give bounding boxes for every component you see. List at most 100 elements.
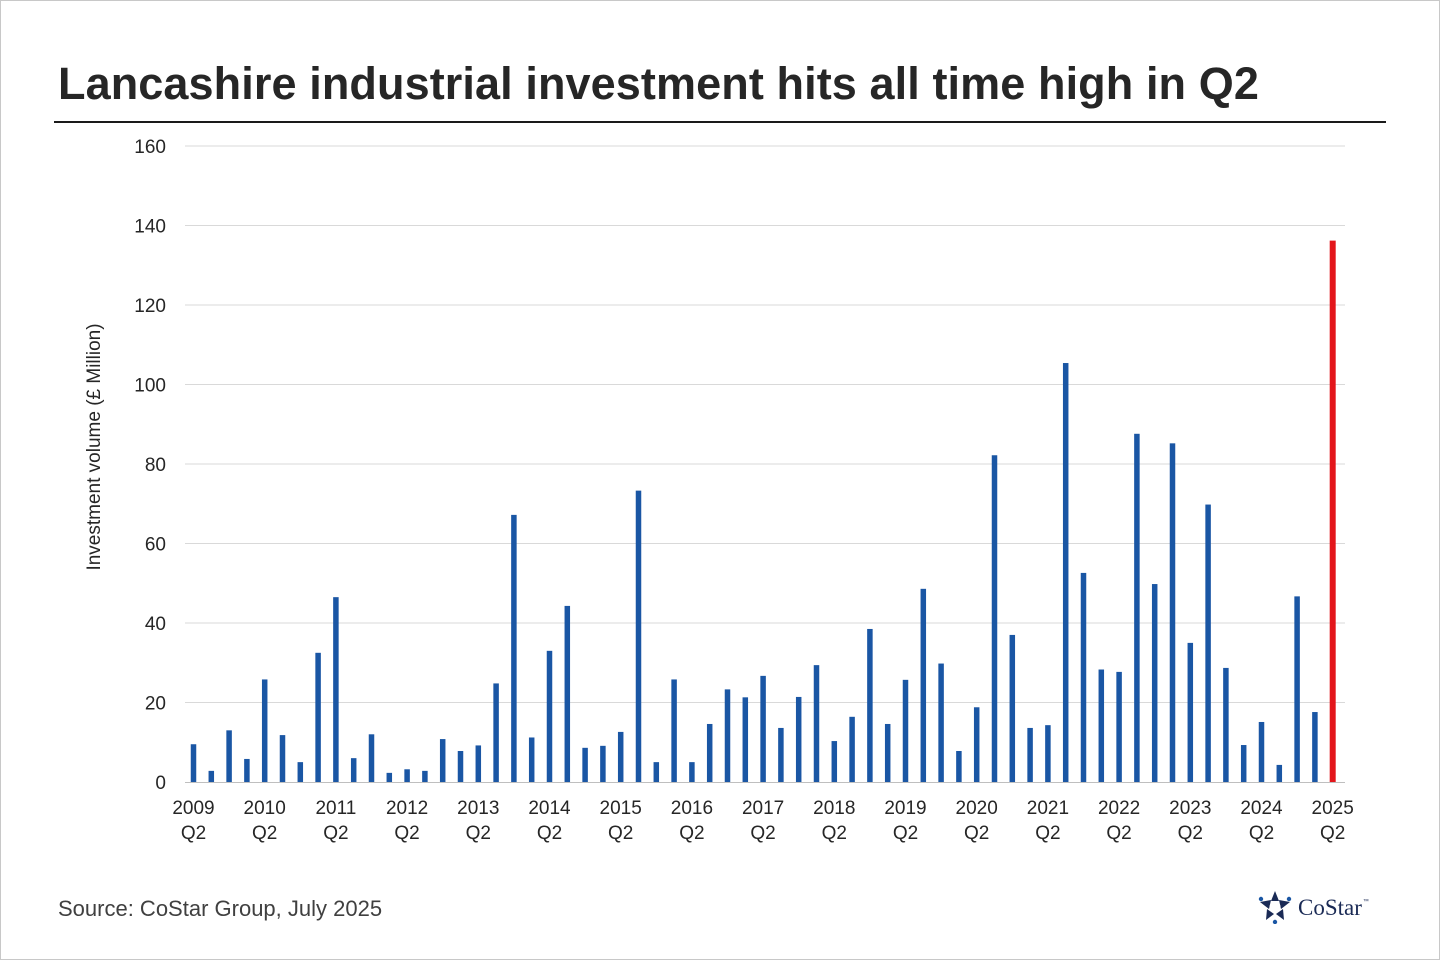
bar (528, 737, 535, 782)
costar-logo: CoStar ™ (1258, 890, 1369, 924)
bar (778, 727, 784, 782)
bar (1080, 572, 1087, 782)
x-tick-year: 2021 (1027, 798, 1069, 819)
x-tick-quarter: Q2 (394, 823, 419, 844)
bar (404, 769, 410, 782)
bar (867, 628, 873, 782)
bar (973, 707, 980, 782)
x-tick-label: 2013 Q2 (457, 798, 499, 844)
bar (1312, 712, 1318, 782)
bar (279, 735, 286, 782)
bar (261, 679, 268, 782)
x-tick-year: 2011 (315, 798, 356, 819)
x-tick-label: 2020 Q2 (956, 798, 998, 844)
bar (1205, 504, 1211, 782)
bar (1151, 584, 1158, 782)
x-tick-quarter: Q2 (181, 823, 206, 844)
bar (1134, 433, 1140, 782)
y-tick-label: 140 (134, 217, 166, 238)
x-tick-quarter: Q2 (466, 823, 491, 844)
bar (760, 675, 766, 782)
bar (1009, 634, 1016, 782)
bar (831, 741, 838, 782)
bar (617, 731, 624, 782)
bar (1276, 764, 1283, 782)
x-tick-year: 2024 (1240, 798, 1283, 819)
y-tick-label: 40 (145, 614, 166, 635)
bar (1116, 671, 1122, 782)
bar (1169, 443, 1176, 782)
x-tick-quarter: Q2 (1320, 823, 1345, 844)
y-tick-label: 0 (155, 773, 166, 794)
x-tick-label: 2009 Q2 (172, 798, 214, 844)
x-tick-label: 2025 Q2 (1312, 798, 1354, 844)
bar (938, 663, 944, 782)
bar (795, 696, 802, 782)
x-tick-label: 2017 Q2 (742, 798, 784, 844)
bar (546, 650, 553, 782)
bar (671, 679, 677, 782)
bar (386, 772, 393, 782)
y-tick-label: 120 (134, 296, 166, 317)
bar (493, 683, 499, 782)
bar (1098, 669, 1105, 782)
x-tick-quarter: Q2 (1249, 823, 1274, 844)
bar (475, 745, 482, 782)
x-tick-quarter: Q2 (323, 823, 348, 844)
x-tick-quarter: Q2 (750, 823, 775, 844)
bar (991, 455, 998, 782)
x-tick-quarter: Q2 (1035, 823, 1060, 844)
bar (1187, 642, 1194, 783)
x-tick-quarter: Q2 (893, 823, 918, 844)
bar (422, 770, 428, 782)
x-tick-year: 2023 (1169, 798, 1211, 819)
logo-trademark: ™ (1362, 899, 1369, 905)
bar (190, 744, 197, 782)
costar-star-logo-icon (1258, 891, 1292, 924)
bar (244, 758, 250, 782)
x-tick-year: 2015 (600, 798, 642, 819)
bars (190, 240, 1336, 783)
bar (813, 665, 820, 782)
x-tick-quarter: Q2 (608, 823, 633, 844)
bar (706, 723, 713, 782)
bar (849, 716, 855, 782)
bar (457, 751, 464, 782)
x-tick-label: 2021 Q2 (1027, 798, 1069, 844)
y-axis-ticks: 0 20 40 60 80 100 120 140 160 (134, 137, 166, 794)
bar (902, 679, 909, 782)
bar (1258, 721, 1265, 782)
x-tick-label: 2019 Q2 (884, 798, 926, 844)
y-tick-label: 60 (145, 535, 166, 556)
x-tick-year: 2025 (1312, 798, 1354, 819)
x-tick-year: 2019 (884, 798, 926, 819)
bar (226, 730, 232, 782)
x-tick-label: 2015 Q2 (600, 798, 642, 844)
x-tick-quarter: Q2 (679, 823, 704, 844)
bar (564, 605, 571, 782)
x-tick-year: 2022 (1098, 798, 1140, 819)
bar (689, 762, 695, 783)
bar (1045, 725, 1051, 782)
x-tick-quarter: Q2 (822, 823, 847, 844)
x-tick-label: 2011 Q2 (315, 798, 356, 844)
bar (1062, 363, 1069, 782)
bar (635, 490, 642, 782)
y-tick-label: 160 (134, 137, 166, 158)
bar (368, 734, 375, 782)
bar (582, 747, 588, 782)
bar (600, 745, 606, 782)
x-tick-year: 2018 (813, 798, 855, 819)
bar (884, 723, 891, 782)
bar (439, 739, 446, 782)
bar (956, 751, 962, 782)
bar (742, 697, 749, 782)
x-tick-label: 2022 Q2 (1098, 798, 1140, 844)
x-tick-quarter: Q2 (252, 823, 277, 844)
x-tick-label: 2023 Q2 (1169, 798, 1211, 844)
x-tick-year: 2017 (742, 798, 784, 819)
x-tick-year: 2009 (172, 798, 214, 819)
y-tick-label: 80 (145, 455, 166, 476)
bar (1294, 596, 1300, 782)
bar (1027, 727, 1033, 782)
